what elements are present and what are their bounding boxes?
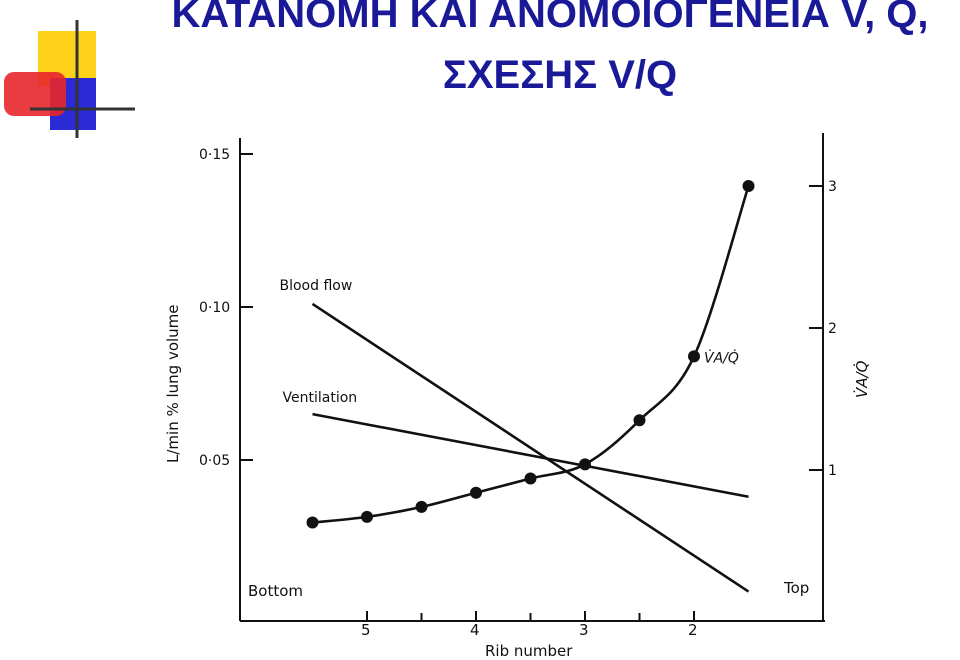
y-axis-label: L/min % lung volume [164,304,182,463]
data-point [524,472,537,485]
data-point [415,500,428,513]
y-tick-label: 0·05 [199,453,230,469]
chart-text: Rib number L/min % lung volume V̇A/Q̇ Bo… [164,304,871,660]
x-tick-label: 2 [688,621,698,639]
chart-svg: 5 4 3 2 0·15 0·10 0·05 1 2 3 Blood flow Ventilatio… [164,133,871,660]
data-point [470,486,482,499]
y2-tick-label: 2 [828,321,837,337]
series-label: Ventilation [283,390,358,406]
x-tick-label: 4 [470,621,480,639]
slide-title-line-2: ΣΧΕΣΗΣ V/Q [442,53,678,97]
data-point [688,350,700,363]
decorative-logo [4,20,138,138]
series-label: Blood flow [280,278,353,294]
data-point [633,414,646,427]
series-label: V̇A/Q̇ [704,350,739,367]
series-layer: Blood flow Ventilation V̇A/Q̇ [280,180,755,593]
x-axis-label: Rib number [485,642,573,660]
y2-tick-label: 3 [828,179,837,195]
chart-figure: 5 4 3 2 0·15 0·10 0·05 1 2 3 Blood flow Ventilatio… [135,103,895,660]
y2-axis-label: V̇A/Q̇ [852,360,871,398]
x-tick-label: 5 [361,621,371,639]
x-tick-label: 3 [579,621,589,639]
logo-red-square [4,72,66,116]
data-point [361,510,373,523]
data-point [742,180,755,192]
corner-label-top: Top [783,579,809,597]
series-line [312,185,750,524]
corner-label-bottom: Bottom [248,582,303,600]
y2-tick-label: 1 [828,463,837,479]
series-line [312,412,749,498]
y-tick-label: 0·15 [199,147,230,163]
series-line [311,302,750,593]
tick-marks: 5 4 3 2 0·15 0·10 0·05 1 2 3 [199,147,837,639]
plot-frame [239,133,825,622]
y-tick-label: 0·10 [199,300,230,316]
data-point [306,516,319,529]
data-point [579,458,591,471]
slide-title-line-1: ΚΑΤΑΝΟΜΗ ΚΑΙ ΑΝΟΜΟΙΟΓΕΝΕΙΑ V, Q, [171,0,929,36]
